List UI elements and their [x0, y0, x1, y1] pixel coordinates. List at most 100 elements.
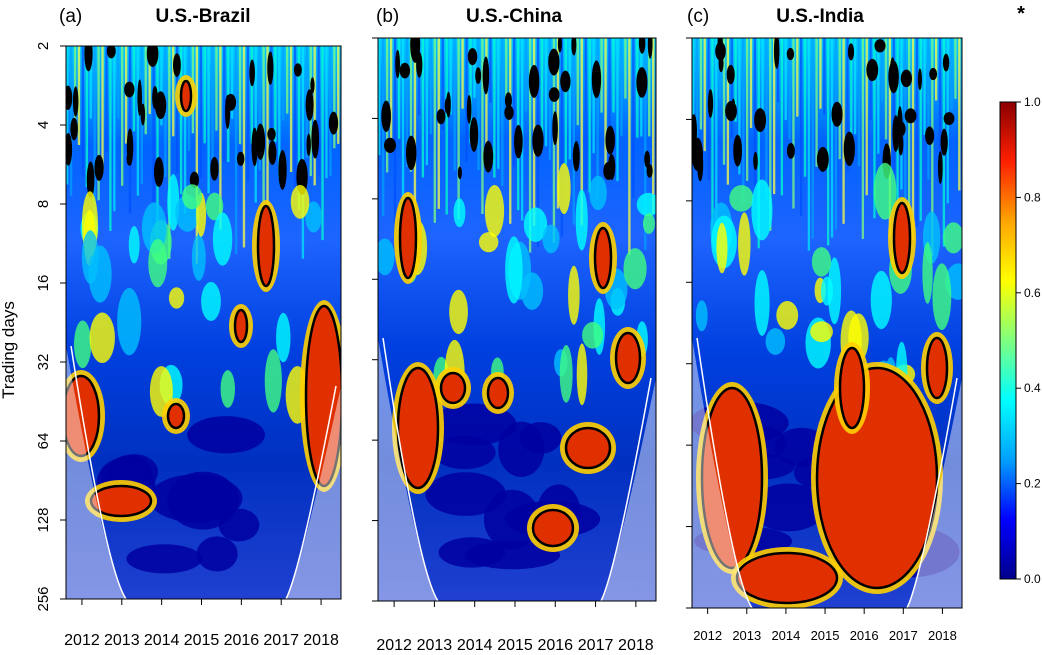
blob — [940, 128, 948, 156]
streak — [715, 38, 718, 253]
streak — [274, 46, 277, 142]
blob — [692, 137, 703, 171]
streak — [576, 38, 579, 126]
blob — [278, 150, 287, 190]
streak — [203, 46, 206, 144]
blob — [106, 46, 116, 59]
streak — [266, 46, 269, 211]
y-tick-label: 16 — [35, 275, 52, 292]
blob — [582, 321, 604, 349]
streak — [628, 38, 631, 255]
blob — [572, 141, 580, 172]
streak — [148, 46, 151, 115]
blob — [504, 92, 512, 109]
streak — [568, 38, 572, 160]
blob — [542, 224, 560, 254]
streak — [711, 38, 714, 243]
streak — [927, 38, 930, 180]
streak — [215, 46, 218, 131]
blob — [189, 171, 200, 188]
blob — [695, 300, 708, 332]
blob — [444, 98, 450, 114]
streak — [600, 38, 603, 113]
streak — [800, 38, 803, 216]
streak — [827, 38, 830, 246]
significance-contour — [735, 551, 839, 605]
streak — [473, 38, 476, 99]
streak — [254, 46, 257, 203]
blob — [212, 212, 233, 266]
panel-title: U.S.-Brazil — [155, 6, 250, 27]
streak — [911, 38, 915, 241]
streak — [509, 38, 512, 224]
streak — [734, 38, 737, 122]
blob — [729, 185, 754, 212]
streak — [616, 38, 619, 182]
blob — [904, 108, 917, 124]
blob — [146, 46, 159, 68]
streak — [97, 46, 100, 201]
streak — [270, 46, 273, 128]
blob — [66, 132, 73, 166]
blob — [900, 69, 913, 88]
blob — [86, 161, 95, 198]
streak — [457, 38, 460, 220]
blob — [827, 257, 842, 325]
blob — [66, 85, 73, 110]
significance-blobs-top — [692, 38, 955, 184]
blob — [726, 64, 735, 85]
blob — [290, 184, 310, 219]
blob — [773, 38, 780, 69]
blob — [552, 111, 558, 146]
streak — [769, 38, 772, 231]
blob — [751, 179, 773, 241]
blob — [196, 536, 238, 572]
streak — [749, 38, 753, 128]
streak — [908, 38, 911, 235]
streak — [695, 38, 699, 155]
colorbar-tick-label: 0.0 — [1024, 572, 1041, 586]
streak — [278, 46, 281, 179]
blob — [475, 67, 482, 84]
streak — [449, 38, 452, 115]
significance-contour — [304, 304, 341, 488]
streak — [179, 46, 183, 195]
streak — [313, 46, 316, 186]
streak — [242, 46, 246, 248]
blob — [866, 58, 879, 82]
blob — [646, 164, 653, 178]
streak — [337, 46, 340, 144]
streak — [317, 46, 320, 177]
streak — [73, 46, 77, 125]
blob — [559, 345, 573, 403]
streak — [293, 46, 297, 215]
panel-us-india: (c) U.S.-India 2012 2013 2014 2015 2016 2017 201… — [686, 6, 963, 643]
blob — [607, 153, 616, 181]
streak — [333, 46, 336, 149]
blob — [786, 47, 795, 61]
streak — [409, 38, 413, 172]
y-tick-label: 2 — [35, 42, 52, 50]
blob — [70, 117, 78, 141]
streak — [807, 38, 811, 251]
blob — [310, 77, 315, 94]
blob — [128, 225, 140, 264]
streak — [144, 46, 147, 135]
blob — [148, 238, 168, 288]
streak — [792, 38, 795, 209]
streak — [564, 38, 568, 165]
blob — [929, 67, 938, 81]
blob — [378, 238, 395, 276]
streak — [857, 38, 861, 167]
blob — [638, 38, 646, 54]
streak — [425, 38, 429, 166]
significance-contour — [396, 366, 440, 490]
blob — [381, 100, 391, 132]
blob — [575, 189, 588, 251]
streak — [838, 38, 841, 160]
blob — [636, 67, 648, 98]
streak — [780, 38, 784, 196]
streak — [389, 38, 393, 139]
blob — [898, 132, 904, 156]
streak — [620, 38, 623, 137]
